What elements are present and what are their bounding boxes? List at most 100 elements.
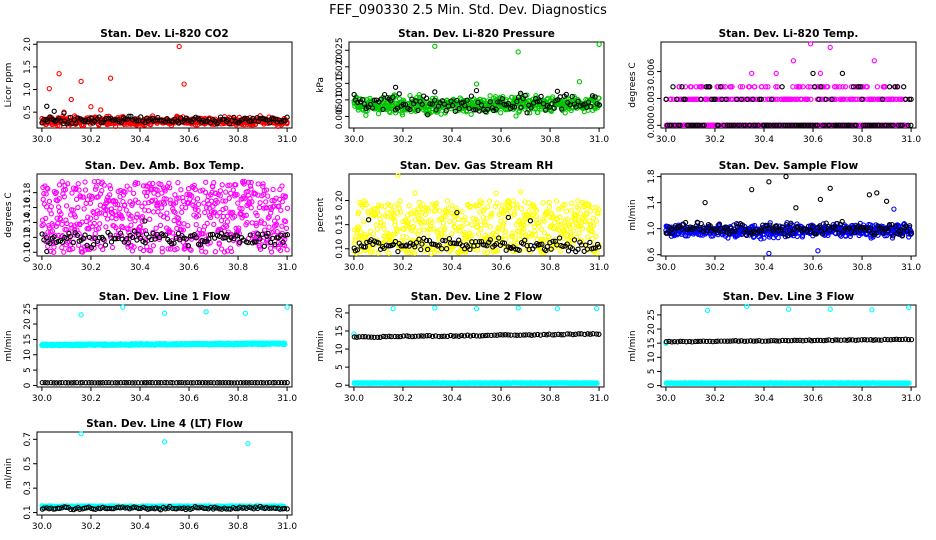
data-point bbox=[155, 209, 161, 215]
data-point bbox=[431, 208, 438, 214]
data-point bbox=[59, 221, 65, 227]
data-point bbox=[484, 249, 491, 256]
data-point bbox=[160, 232, 166, 239]
x-tick-label: 30.2 bbox=[81, 135, 101, 145]
data-point bbox=[139, 203, 145, 210]
data-point bbox=[498, 110, 504, 116]
data-point bbox=[825, 232, 831, 239]
data-point bbox=[389, 236, 395, 242]
data-point bbox=[549, 100, 555, 107]
data-point bbox=[848, 229, 855, 235]
data-point bbox=[707, 84, 713, 90]
data-point bbox=[501, 240, 508, 246]
data-point bbox=[832, 226, 838, 232]
data-point bbox=[906, 223, 913, 229]
data-point bbox=[142, 240, 148, 246]
data-point bbox=[212, 235, 218, 241]
series-black bbox=[351, 209, 602, 255]
data-point bbox=[478, 200, 485, 206]
data-point bbox=[857, 84, 863, 90]
data-point bbox=[442, 226, 448, 233]
data-point bbox=[68, 222, 74, 228]
data-point bbox=[834, 84, 840, 90]
data-point bbox=[93, 184, 99, 190]
data-point bbox=[429, 220, 435, 226]
data-point bbox=[904, 228, 910, 234]
data-point bbox=[263, 204, 270, 211]
data-point bbox=[579, 239, 585, 245]
data-point bbox=[513, 204, 520, 211]
data-point bbox=[449, 231, 455, 237]
data-point bbox=[509, 230, 515, 236]
data-point bbox=[585, 234, 591, 240]
data-point bbox=[265, 240, 271, 246]
data-point bbox=[524, 220, 530, 226]
data-point bbox=[852, 230, 858, 236]
data-point bbox=[56, 196, 62, 202]
data-point bbox=[473, 81, 480, 87]
data-point bbox=[701, 122, 707, 128]
data-point bbox=[264, 233, 270, 239]
data-point bbox=[563, 91, 569, 98]
data-point bbox=[476, 239, 483, 245]
data-point bbox=[901, 84, 907, 90]
data-point bbox=[424, 112, 431, 118]
data-point bbox=[451, 223, 457, 230]
data-point bbox=[45, 186, 51, 192]
data-point bbox=[406, 249, 413, 256]
data-point bbox=[699, 122, 706, 128]
data-point bbox=[169, 230, 176, 236]
data-point bbox=[61, 110, 67, 116]
data-point bbox=[872, 122, 879, 128]
data-point bbox=[351, 91, 357, 98]
data-point bbox=[356, 234, 363, 240]
data-point bbox=[230, 187, 236, 193]
data-point bbox=[522, 92, 528, 99]
data-point bbox=[436, 242, 442, 248]
data-point bbox=[906, 96, 913, 102]
data-point bbox=[866, 192, 873, 198]
data-point bbox=[381, 91, 388, 98]
data-point bbox=[253, 223, 259, 229]
data-point bbox=[228, 248, 235, 255]
data-point bbox=[451, 240, 458, 246]
data-point bbox=[404, 234, 410, 241]
data-point bbox=[538, 93, 544, 100]
data-point bbox=[494, 200, 500, 206]
data-point bbox=[218, 217, 225, 224]
data-point bbox=[182, 245, 188, 251]
data-point bbox=[473, 203, 480, 209]
data-point bbox=[768, 96, 775, 102]
data-point bbox=[499, 240, 506, 246]
data-point bbox=[140, 247, 147, 254]
data-point bbox=[85, 119, 91, 125]
data-point bbox=[499, 203, 505, 209]
data-point bbox=[397, 209, 404, 215]
data-point bbox=[270, 186, 276, 193]
data-point bbox=[422, 211, 429, 217]
data-point bbox=[545, 234, 552, 241]
data-point bbox=[553, 215, 560, 221]
data-point bbox=[183, 205, 189, 211]
data-point bbox=[480, 208, 486, 214]
x-tick-label: 30.0 bbox=[32, 135, 52, 145]
data-point bbox=[427, 226, 434, 232]
data-point bbox=[456, 105, 462, 112]
data-point bbox=[891, 206, 897, 212]
data-point bbox=[509, 94, 515, 100]
data-point bbox=[888, 122, 894, 128]
data-point bbox=[543, 107, 549, 113]
data-point bbox=[773, 70, 779, 77]
data-point bbox=[492, 248, 498, 255]
data-point bbox=[75, 181, 81, 187]
data-point bbox=[779, 224, 785, 230]
data-point bbox=[40, 221, 46, 228]
data-point bbox=[231, 213, 238, 220]
data-point bbox=[588, 103, 594, 110]
data-point bbox=[104, 216, 111, 222]
data-point bbox=[842, 84, 849, 90]
data-point bbox=[809, 224, 816, 230]
data-point bbox=[730, 122, 736, 128]
data-point bbox=[411, 250, 418, 256]
data-point bbox=[473, 87, 480, 94]
